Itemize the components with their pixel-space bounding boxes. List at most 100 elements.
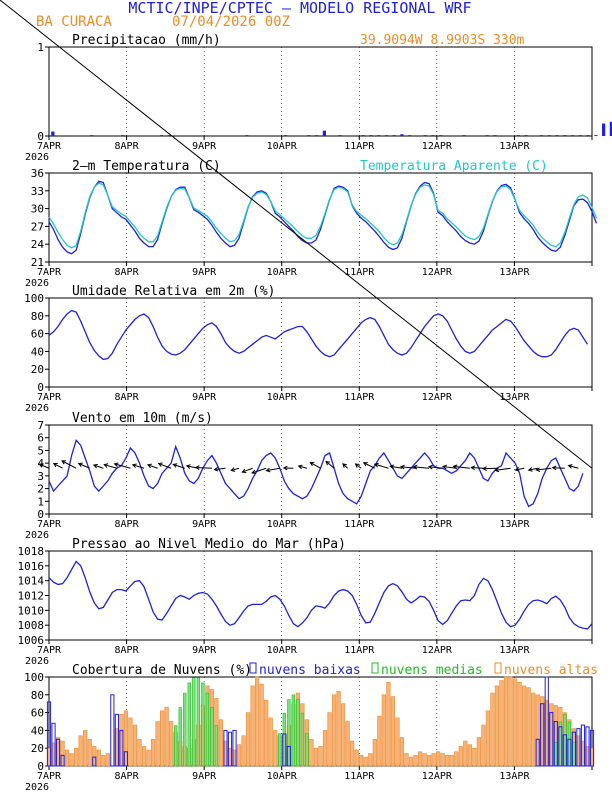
x-tick-label: 13APR [499, 141, 530, 152]
x-year-label: 2026 [25, 152, 49, 163]
cloud-bar-low [571, 731, 576, 767]
precip-bar [524, 135, 528, 136]
cloud-bar-low [585, 726, 590, 767]
wind-arrowhead [61, 460, 66, 465]
cloud-bar-high [255, 676, 260, 767]
cloud-bar-high [512, 678, 518, 767]
x-tick-label: 10APR [267, 771, 298, 782]
precip-bar [563, 135, 567, 136]
wind-arrowhead [551, 465, 557, 471]
wind-arrowhead [527, 467, 533, 472]
x-year-label: 2026 [25, 656, 49, 667]
cloud-bar-high [132, 724, 138, 767]
cloud-bar-high [169, 721, 174, 767]
y-tick-label: 6 [37, 432, 44, 445]
wind-arrow [310, 462, 321, 469]
x-tick-label: 10APR [267, 645, 298, 656]
wind-arrow [195, 466, 212, 469]
precip-bar [307, 135, 311, 136]
y-tick-label: 3 [37, 470, 44, 483]
wind-arrow [93, 464, 104, 469]
x-tick-label: 10APR [267, 141, 298, 152]
x-year-label: 2026 [25, 782, 49, 792]
x-tick-label: 11APR [344, 519, 375, 530]
y-tick-label: 20 [31, 363, 44, 376]
cloud-bar-high [476, 737, 481, 767]
cloud-bar-low [55, 738, 61, 767]
precip-bar [90, 135, 94, 136]
precip-bar [602, 123, 606, 136]
precip-bar [400, 134, 404, 136]
cloud-bar-high [372, 738, 377, 767]
y-tick-label: 1014 [18, 575, 45, 588]
wind-arrowhead [194, 465, 200, 470]
precip-bar [338, 135, 342, 136]
x-tick-label: 13APR [499, 519, 530, 530]
y-tick-label: 0 [37, 508, 44, 521]
y-tick-label: 60 [31, 707, 44, 720]
apparent-temp-legend: Temperatura Aparente (C) [360, 159, 548, 174]
y-tick-label: 7 [37, 419, 44, 432]
cloud-bar-high [359, 755, 364, 767]
wind-arrowhead [172, 463, 178, 468]
y-tick-label: 1006 [18, 634, 45, 647]
cloud-bar-high [241, 735, 246, 767]
cloud-legend-label: nuvens altas [504, 663, 598, 678]
wind-arrowhead [157, 462, 163, 467]
wind-arrow [471, 467, 484, 469]
y-tick-label: 80 [31, 689, 44, 702]
y-tick-label: 1016 [18, 560, 45, 573]
wind-arrowhead [230, 467, 236, 472]
cloud-bar-high [485, 710, 491, 767]
wind-arrowhead [103, 463, 109, 468]
cloud-bar-high [128, 717, 133, 767]
precip-bar [485, 135, 489, 136]
cloud-bar-high [350, 740, 355, 767]
wind-arrow [325, 461, 335, 469]
cloud-bar-low [576, 728, 581, 767]
precip-bar [493, 135, 497, 136]
cloud-bar-low [589, 729, 595, 767]
precip-bar [555, 135, 559, 136]
wind-arrow [61, 460, 77, 469]
precip-bar [578, 135, 582, 136]
wind-arrowhead [131, 463, 137, 469]
cloud-bar-mid [287, 699, 291, 767]
x-year-label: 2026 [25, 530, 49, 541]
panel-precip: 0 1 7APR 8APR 9APR 10APR 11APR 12APR 13APR 2026 Pr… [25, 33, 612, 163]
precip-bar [439, 135, 443, 136]
cloud-bar-low [92, 756, 97, 767]
x-tick-label: 10APR [267, 519, 298, 530]
cloud-bar-high [264, 699, 269, 767]
y-tick-label: 0 [37, 381, 44, 394]
wind-arrowhead [514, 467, 520, 472]
y-tick-label: 27 [31, 220, 44, 233]
cloud-bar-mid [563, 714, 567, 767]
cloud-bar-high [345, 721, 350, 767]
y-tick-label: 36 [31, 167, 44, 180]
cloud-bar-high [417, 751, 423, 767]
cloud-bar-high [413, 755, 418, 767]
y-tick-label: 40 [31, 724, 44, 737]
cloud-bar-low [223, 729, 228, 767]
x-tick-label: 12APR [422, 519, 453, 530]
panel-title: Pressao ao Nivel Medio do Mar (hPa) [72, 537, 346, 552]
cloud-bar-low [123, 751, 129, 767]
cloud-bar-mid [300, 712, 305, 767]
x-tick-label: 12APR [422, 141, 453, 152]
series-line-cyan [48, 182, 598, 249]
cloud-bar-high [363, 756, 368, 767]
cloud-bar-high [327, 712, 332, 767]
wind-arrow [442, 466, 457, 469]
cloud-bar-high [236, 744, 242, 767]
x-tick-label: 7APR [37, 645, 62, 656]
cloud-legend-swatch [371, 662, 379, 674]
cloud-bar-mid [196, 677, 200, 767]
y-tick-label: 21 [31, 256, 44, 269]
wind-arrowhead [362, 462, 368, 467]
y-tick-label: 1010 [18, 604, 45, 617]
wind-arrow [158, 463, 172, 469]
x-tick-label: 8APR [115, 519, 140, 530]
